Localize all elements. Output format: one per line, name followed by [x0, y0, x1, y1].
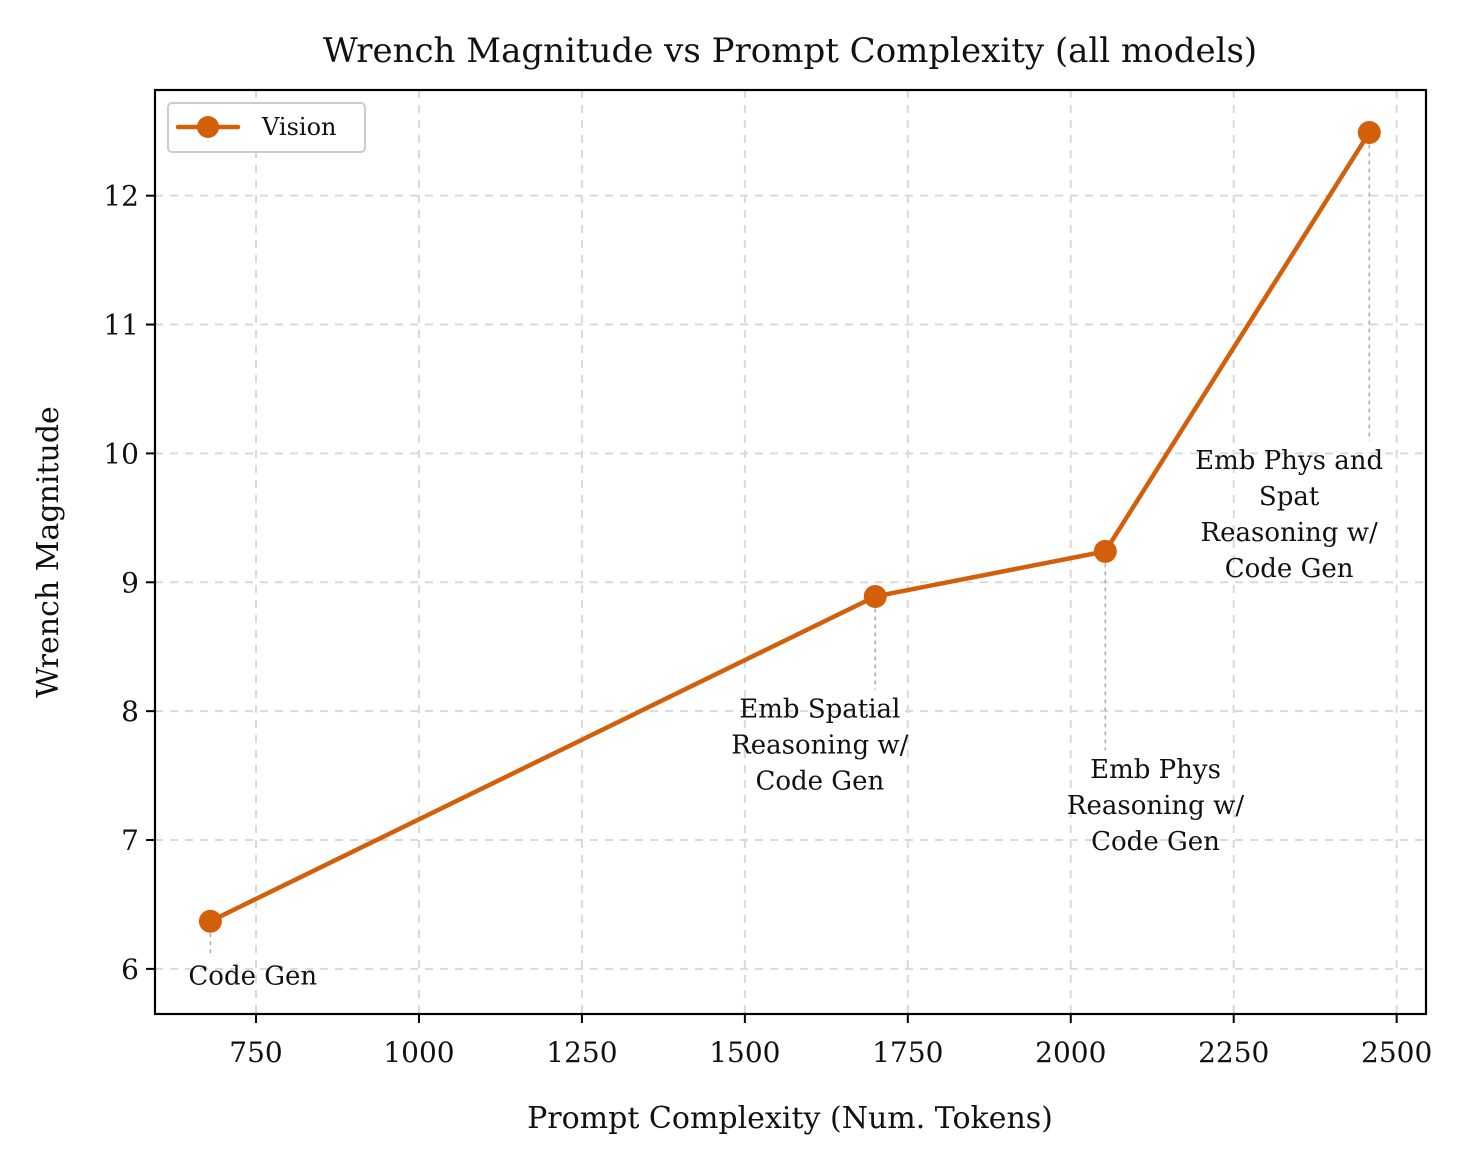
x-tick-label-5: 2000: [1035, 1036, 1106, 1069]
plot-frame: [153, 88, 1428, 1016]
data-point-0-2: [1093, 539, 1117, 563]
annotation-line-0-0: Code Gen: [188, 961, 317, 991]
legend-box: [167, 102, 366, 153]
x-axis-label: Prompt Complexity (Num. Tokens): [527, 1101, 1053, 1136]
grid-lines: [155, 90, 1426, 1014]
series-line-0: [208, 130, 1372, 924]
data-point-0-3: [1357, 121, 1381, 145]
annotation-line-1-0: Emb Spatial: [739, 695, 900, 725]
annotation-line-2-1: Reasoning w/: [1067, 791, 1244, 821]
annotation-line-1-1: Reasoning w/: [731, 731, 908, 761]
annotation-line-1-2: Code Gen: [755, 767, 884, 797]
legend-marker: [197, 116, 219, 138]
y-axis-label: Wrench Magnitude: [31, 406, 66, 698]
y-tick-label-4: 10: [103, 437, 139, 470]
annotation-label-3: Emb Phys and Spat Reasoning w/Code Gen: [1195, 446, 1383, 584]
legend: Vision: [167, 102, 366, 153]
y-tick-label-5: 11: [103, 309, 139, 342]
y-tick-label-6: 12: [103, 180, 139, 213]
chart-title: Wrench Magnitude vs Prompt Complexity (a…: [323, 31, 1257, 71]
x-tick-label-2: 1250: [546, 1036, 617, 1069]
x-tick-label-7: 2500: [1361, 1036, 1432, 1069]
x-tick-label-4: 1750: [872, 1036, 943, 1069]
y-tick-label-1: 7: [121, 824, 139, 857]
annotation-line-2-2: Code Gen: [1091, 827, 1220, 857]
y-tick-label-2: 8: [121, 695, 139, 728]
data-series: [198, 121, 1381, 933]
data-point-0-1: [863, 584, 887, 608]
data-point-0-0: [198, 909, 222, 933]
x-tick-label-0: 750: [229, 1036, 282, 1069]
annotation-label-2: Emb Phys Reasoning w/Code Gen: [1067, 755, 1244, 857]
annotation-label-1: Emb Spatial Reasoning w/Code Gen: [731, 695, 908, 797]
annotation-line-3-3: Code Gen: [1225, 554, 1354, 584]
annotation-label-0: Code Gen: [188, 961, 317, 991]
legend-label: Vision: [261, 113, 336, 141]
annotation-line-3-0: Emb Phys and: [1195, 446, 1383, 476]
annotation-leaders: [209, 144, 1371, 957]
y-tick-label-0: 6: [121, 953, 139, 986]
x-tick-label-1: 1000: [383, 1036, 454, 1069]
annotation-line-2-0: Emb Phys: [1090, 755, 1221, 785]
x-tick-label-6: 2250: [1198, 1036, 1269, 1069]
y-tick-label-3: 9: [121, 566, 139, 599]
annotation-line-3-2: Reasoning w/: [1201, 518, 1378, 548]
axis-ticks: 750 1000 1250 1500 1750 2000 2250 2500 6 7 8 9 10 11 1…: [103, 180, 1432, 1069]
x-tick-label-3: 1500: [709, 1036, 780, 1069]
annotation-line-3-1: Spat: [1259, 482, 1320, 512]
